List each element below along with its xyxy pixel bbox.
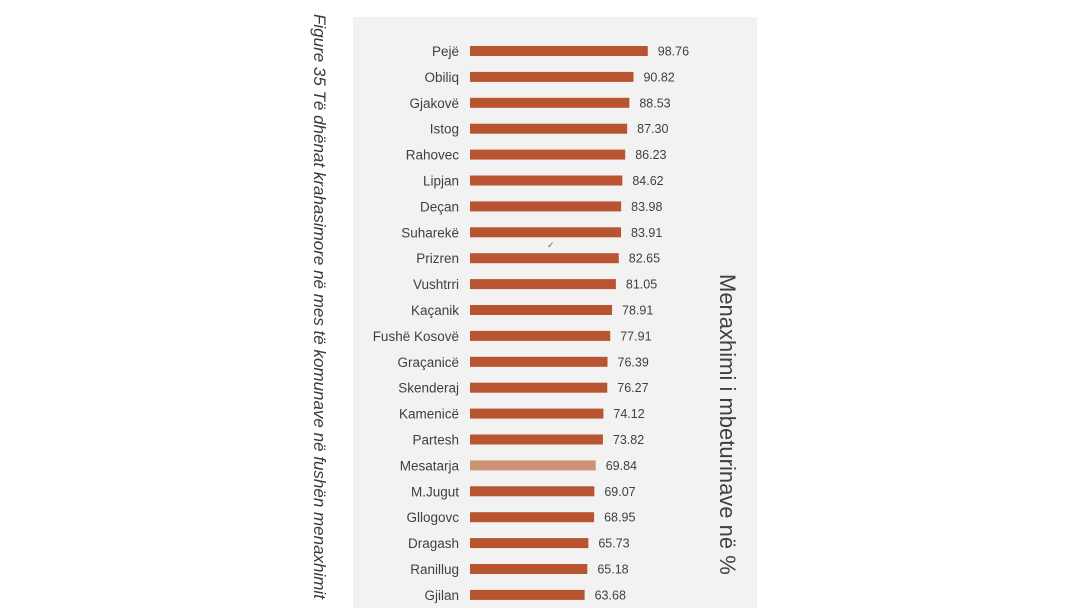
category-label-0: Pejë [432, 44, 459, 59]
bar-5 [470, 175, 623, 186]
bar-16 [470, 460, 596, 471]
category-label-19: Dragash [408, 536, 459, 551]
value-label-10: 78.91 [622, 304, 653, 318]
value-label-19: 65.73 [598, 537, 629, 551]
category-label-12: Graçanicë [397, 355, 459, 370]
category-label-13: Skenderaj [398, 381, 459, 396]
category-label-20: Ranillug [410, 562, 459, 577]
value-label-20: 65.18 [597, 563, 628, 577]
value-axis-title: Menaxhimi i mbeturinave në % [708, 274, 748, 608]
value-label-21: 63.68 [595, 588, 626, 602]
category-label-9: Vushtrri [413, 277, 459, 292]
bar-14 [470, 408, 604, 419]
bar-17 [470, 486, 595, 497]
bar-15 [470, 434, 603, 445]
value-label-12: 76.39 [618, 355, 649, 369]
bar-12 [470, 356, 608, 367]
value-axis-title-text: Menaxhimi i mbeturinave në % [715, 274, 740, 575]
category-label-1: Obiliq [424, 70, 459, 85]
category-label-3: Istog [430, 122, 459, 137]
category-label-11: Fushë Kosovë [373, 329, 459, 344]
bar-19 [470, 538, 589, 549]
bar-9 [470, 279, 616, 290]
value-label-0: 98.76 [658, 45, 689, 59]
bar-1 [470, 71, 634, 82]
category-label-14: Kamenicë [399, 407, 459, 422]
category-label-2: Gjakovë [409, 96, 459, 111]
value-label-16: 69.84 [606, 459, 637, 473]
category-label-8: Prizren [416, 251, 459, 266]
category-label-10: Kaçanik [411, 303, 459, 318]
value-label-4: 86.23 [635, 148, 666, 162]
value-label-3: 87.30 [637, 122, 668, 136]
bar-18 [470, 512, 595, 523]
bar-6 [470, 201, 622, 212]
bar-21 [470, 589, 585, 600]
category-label-18: Gllogovc [406, 510, 459, 525]
bar-8 [470, 253, 619, 264]
bar-13 [470, 382, 608, 393]
bar-2 [470, 97, 630, 108]
value-label-7: 83.91 [631, 226, 662, 240]
category-label-15: Partesh [412, 433, 459, 448]
value-label-15: 73.82 [613, 433, 644, 447]
category-label-6: Deçan [420, 199, 459, 214]
value-label-18: 68.95 [604, 511, 635, 525]
bar-20 [470, 564, 588, 574]
value-label-1: 90.82 [643, 70, 674, 84]
value-label-8: 82.65 [629, 252, 660, 266]
category-label-21: Gjilan [424, 588, 459, 603]
bar-11 [470, 330, 611, 341]
value-label-9: 81.05 [626, 278, 657, 292]
bar-10 [470, 305, 613, 315]
category-label-4: Rahovec [406, 148, 460, 163]
value-label-11: 77.91 [620, 329, 651, 343]
value-label-14: 74.12 [613, 407, 644, 421]
category-label-16: Mesatarja [400, 458, 460, 473]
value-label-13: 76.27 [617, 381, 648, 395]
category-label-7: Suharekë [401, 225, 459, 240]
bar-3 [470, 123, 628, 134]
bar-0 [470, 46, 648, 56]
bar-4 [470, 149, 626, 160]
value-label-5: 84.62 [632, 174, 663, 188]
value-label-6: 83.98 [631, 200, 662, 214]
value-label-17: 69.07 [604, 485, 635, 499]
bar-7 [470, 227, 622, 238]
category-label-5: Lipjan [423, 174, 459, 189]
value-label-2: 88.53 [639, 96, 670, 110]
category-label-17: M.Jugut [411, 484, 459, 499]
checkmark-annotation: ✓ [547, 241, 555, 251]
